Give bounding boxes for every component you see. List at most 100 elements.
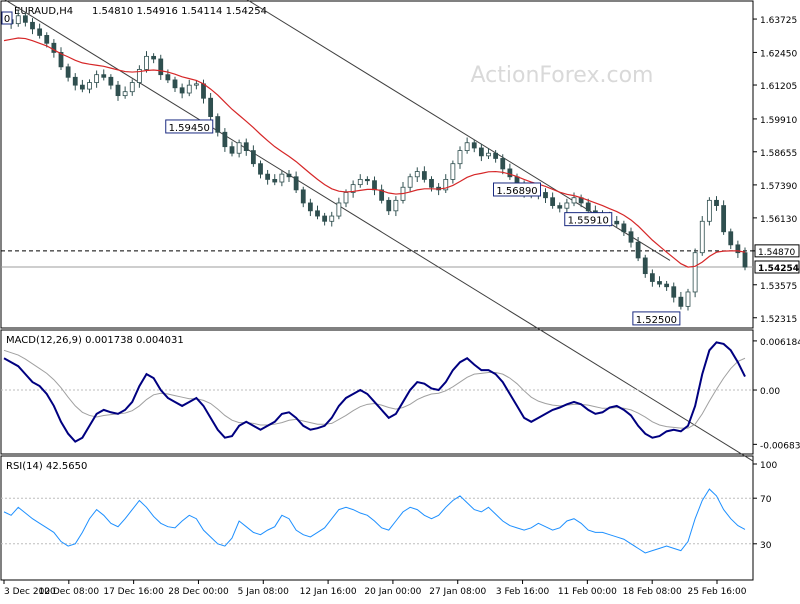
x-tick-label: 10 Dec 08:00 <box>39 587 100 597</box>
candle-body <box>685 291 691 307</box>
candle-body <box>215 116 221 133</box>
candle-body <box>742 252 748 268</box>
x-tick-label: 3 Feb 16:00 <box>496 587 550 597</box>
candle-body <box>471 142 477 149</box>
symbol-label: EURAUD,H4 <box>14 6 73 17</box>
price-layer: 1.59450 1.55910 1.56890 1.52500 0 <box>1 0 754 462</box>
candle-body <box>30 21 35 30</box>
candle-body <box>550 197 556 206</box>
candle-body <box>144 55 149 70</box>
candle-body <box>657 281 662 285</box>
rsi-tick-label: 100 <box>760 461 777 471</box>
macd-panel[interactable] <box>0 329 754 455</box>
candle-body <box>699 220 705 254</box>
candle-body <box>186 84 192 94</box>
price-tick-label: 1.57390 <box>760 182 797 192</box>
x-tick-label: 12 Jan 16:00 <box>300 587 357 597</box>
candle-body <box>714 199 719 206</box>
candles <box>1 10 748 311</box>
candle-body <box>258 163 263 175</box>
candle-body <box>728 231 734 246</box>
candle-body <box>108 76 114 86</box>
annotation-box <box>564 212 613 227</box>
candle-body <box>386 199 392 212</box>
macd-tick-label: 0.00 <box>760 387 780 397</box>
candle-body <box>457 150 463 165</box>
candle-body <box>343 192 349 204</box>
candle-body <box>421 171 427 180</box>
candle-body <box>300 189 306 204</box>
candle-body <box>37 28 43 36</box>
price-annotation[interactable]: 1.56890 <box>493 182 541 197</box>
macd-title: MACD(12,26,9) 0.001738 0.004031 <box>6 335 184 346</box>
candle-body <box>614 220 620 225</box>
candle-body <box>315 210 320 217</box>
candle-body <box>265 173 271 180</box>
axis-layer: 1.63725 1.62450 1.61205 1.59910 1.58655 1.573… <box>3 16 800 597</box>
candle-body <box>243 142 249 152</box>
candle-body <box>364 178 370 182</box>
candle-body <box>322 215 328 222</box>
candle-body <box>15 15 21 25</box>
current-price-label: 1.54254 <box>758 264 799 274</box>
candle-body <box>22 15 28 23</box>
candle-body <box>543 192 548 199</box>
candle-body <box>350 184 356 193</box>
price-tick-label: 1.56130 <box>760 215 797 225</box>
macd-tick-label: 0.006184 <box>760 338 800 348</box>
reference-level-label: 1.54870 <box>758 248 795 258</box>
candle-body <box>649 273 655 282</box>
macd-line <box>3 341 746 443</box>
current-price-box <box>754 260 800 274</box>
candle-body <box>507 168 513 178</box>
candle-body <box>706 199 712 222</box>
annotation-label: 1.56890 <box>496 186 537 197</box>
x-tick-label: 11 Feb 00:00 <box>558 587 617 597</box>
candle-body <box>678 296 684 307</box>
candle-body <box>158 58 164 76</box>
macd-tick-label: -0.006837 <box>760 441 800 451</box>
candle-body <box>585 202 591 212</box>
channel-upper-line[interactable] <box>1 0 754 462</box>
reference-level-box <box>754 244 800 258</box>
annotation-label: 1.52500 <box>636 315 677 326</box>
x-tick-label: 27 Jan 08:00 <box>429 587 486 597</box>
candle-body <box>429 178 434 188</box>
price-annotation[interactable]: 1.59450 <box>165 119 214 134</box>
candle-body <box>293 176 299 191</box>
annotation-box <box>632 311 681 326</box>
rsi-tick-label: 30 <box>760 541 772 551</box>
x-tick-label: 17 Dec 16:00 <box>103 587 164 597</box>
macd-layer <box>1 341 753 443</box>
price-annotation[interactable]: 1.55910 <box>564 212 613 227</box>
annotation-box <box>493 182 541 197</box>
price-tick-label: 1.53575 <box>760 282 797 292</box>
candle-body <box>464 142 470 152</box>
price-tick-label: 1.58655 <box>760 149 797 159</box>
candle-body <box>172 79 178 89</box>
candle-body <box>115 84 121 97</box>
candle-body <box>193 83 199 86</box>
candle-body <box>179 87 185 94</box>
candle-body <box>286 173 292 178</box>
candle-body <box>336 202 342 217</box>
candle-body <box>307 202 313 212</box>
candle-body <box>72 76 78 86</box>
moving-average-line <box>3 37 746 268</box>
edge-label-box <box>1 11 13 25</box>
price-tick-label: 1.63725 <box>760 16 797 26</box>
candle-body <box>628 231 634 243</box>
candle-body <box>372 180 377 191</box>
rsi-panel[interactable] <box>0 455 754 581</box>
candle-body <box>65 66 71 78</box>
price-panel[interactable] <box>0 0 754 329</box>
candle-body <box>122 91 128 97</box>
annotation-label: 1.59450 <box>169 123 210 134</box>
price-tick-label: 1.52315 <box>760 315 797 325</box>
candle-body <box>671 286 677 298</box>
rsi-title: RSI(14) 42.5650 <box>6 461 87 472</box>
edge-label-text: 0 <box>4 14 10 25</box>
price-annotation[interactable]: 1.52500 <box>632 311 681 326</box>
watermark: ActionForex.com <box>471 63 654 88</box>
